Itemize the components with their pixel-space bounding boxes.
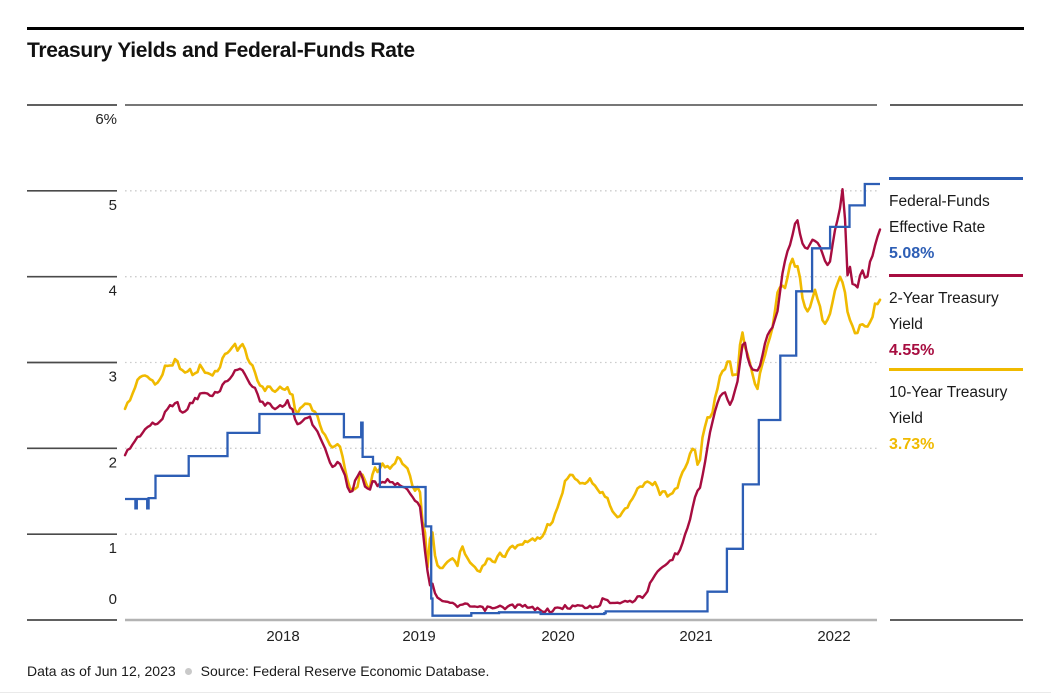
- footer-source: Source: Federal Reserve Economic Databas…: [200, 663, 490, 679]
- y-axis-label: 6%: [95, 111, 117, 128]
- series-line-two-year: [123, 188, 882, 614]
- x-axis-label: 2021: [679, 628, 712, 645]
- header-rule: [27, 27, 1024, 30]
- y-axis-label: 1: [109, 540, 117, 557]
- legend-swatch-line-ten-year: [889, 368, 1023, 371]
- y-axis-label: 5: [109, 197, 117, 214]
- legend-value: 4.55%: [889, 342, 935, 359]
- x-axis-label: 2020: [541, 628, 574, 645]
- y-axis-label: 3: [109, 369, 117, 386]
- series-line-ten-year: [123, 257, 882, 573]
- y-axis-label: 2: [109, 454, 117, 471]
- legend-swatch-line-two-year: [889, 274, 1023, 277]
- y-axis-label: 0: [109, 591, 117, 608]
- footer-data-as-of: Data as of Jun 12, 2023: [27, 663, 176, 679]
- legend-value: 5.08%: [889, 245, 935, 262]
- x-axis-label: 2018: [266, 628, 299, 645]
- legend-label: Federal-Funds: [889, 193, 990, 210]
- series-line-fed-funds: [125, 182, 880, 617]
- y-axis-label: 4: [109, 283, 117, 300]
- footer-separator-dot: [184, 667, 192, 675]
- x-axis-label: 2022: [817, 628, 850, 645]
- legend-label: 2-Year Treasury: [889, 290, 999, 307]
- legend-swatch-line-fed-funds: [889, 177, 1023, 180]
- legend-entry-two-year: 2-Year Treasury Yield 4.55%: [889, 274, 1025, 364]
- legend-entry-ten-year: 10-Year Treasury Yield 3.73%: [889, 368, 1025, 458]
- legend-value: 3.73%: [889, 436, 935, 453]
- legend-label: Yield: [889, 410, 923, 427]
- page-title: Treasury Yields and Federal-Funds Rate: [27, 39, 415, 62]
- footer: Data as of Jun 12, 2023 Source: Federal …: [27, 663, 489, 679]
- x-axis-label: 2019: [402, 628, 435, 645]
- legend-label: 10-Year Treasury: [889, 384, 1008, 401]
- legend-label: Effective Rate: [889, 219, 986, 236]
- legend-label: Yield: [889, 316, 923, 333]
- footer-rule: [0, 692, 1051, 693]
- legend-entry-fed-funds: Federal-Funds Effective Rate 5.08%: [889, 177, 1025, 267]
